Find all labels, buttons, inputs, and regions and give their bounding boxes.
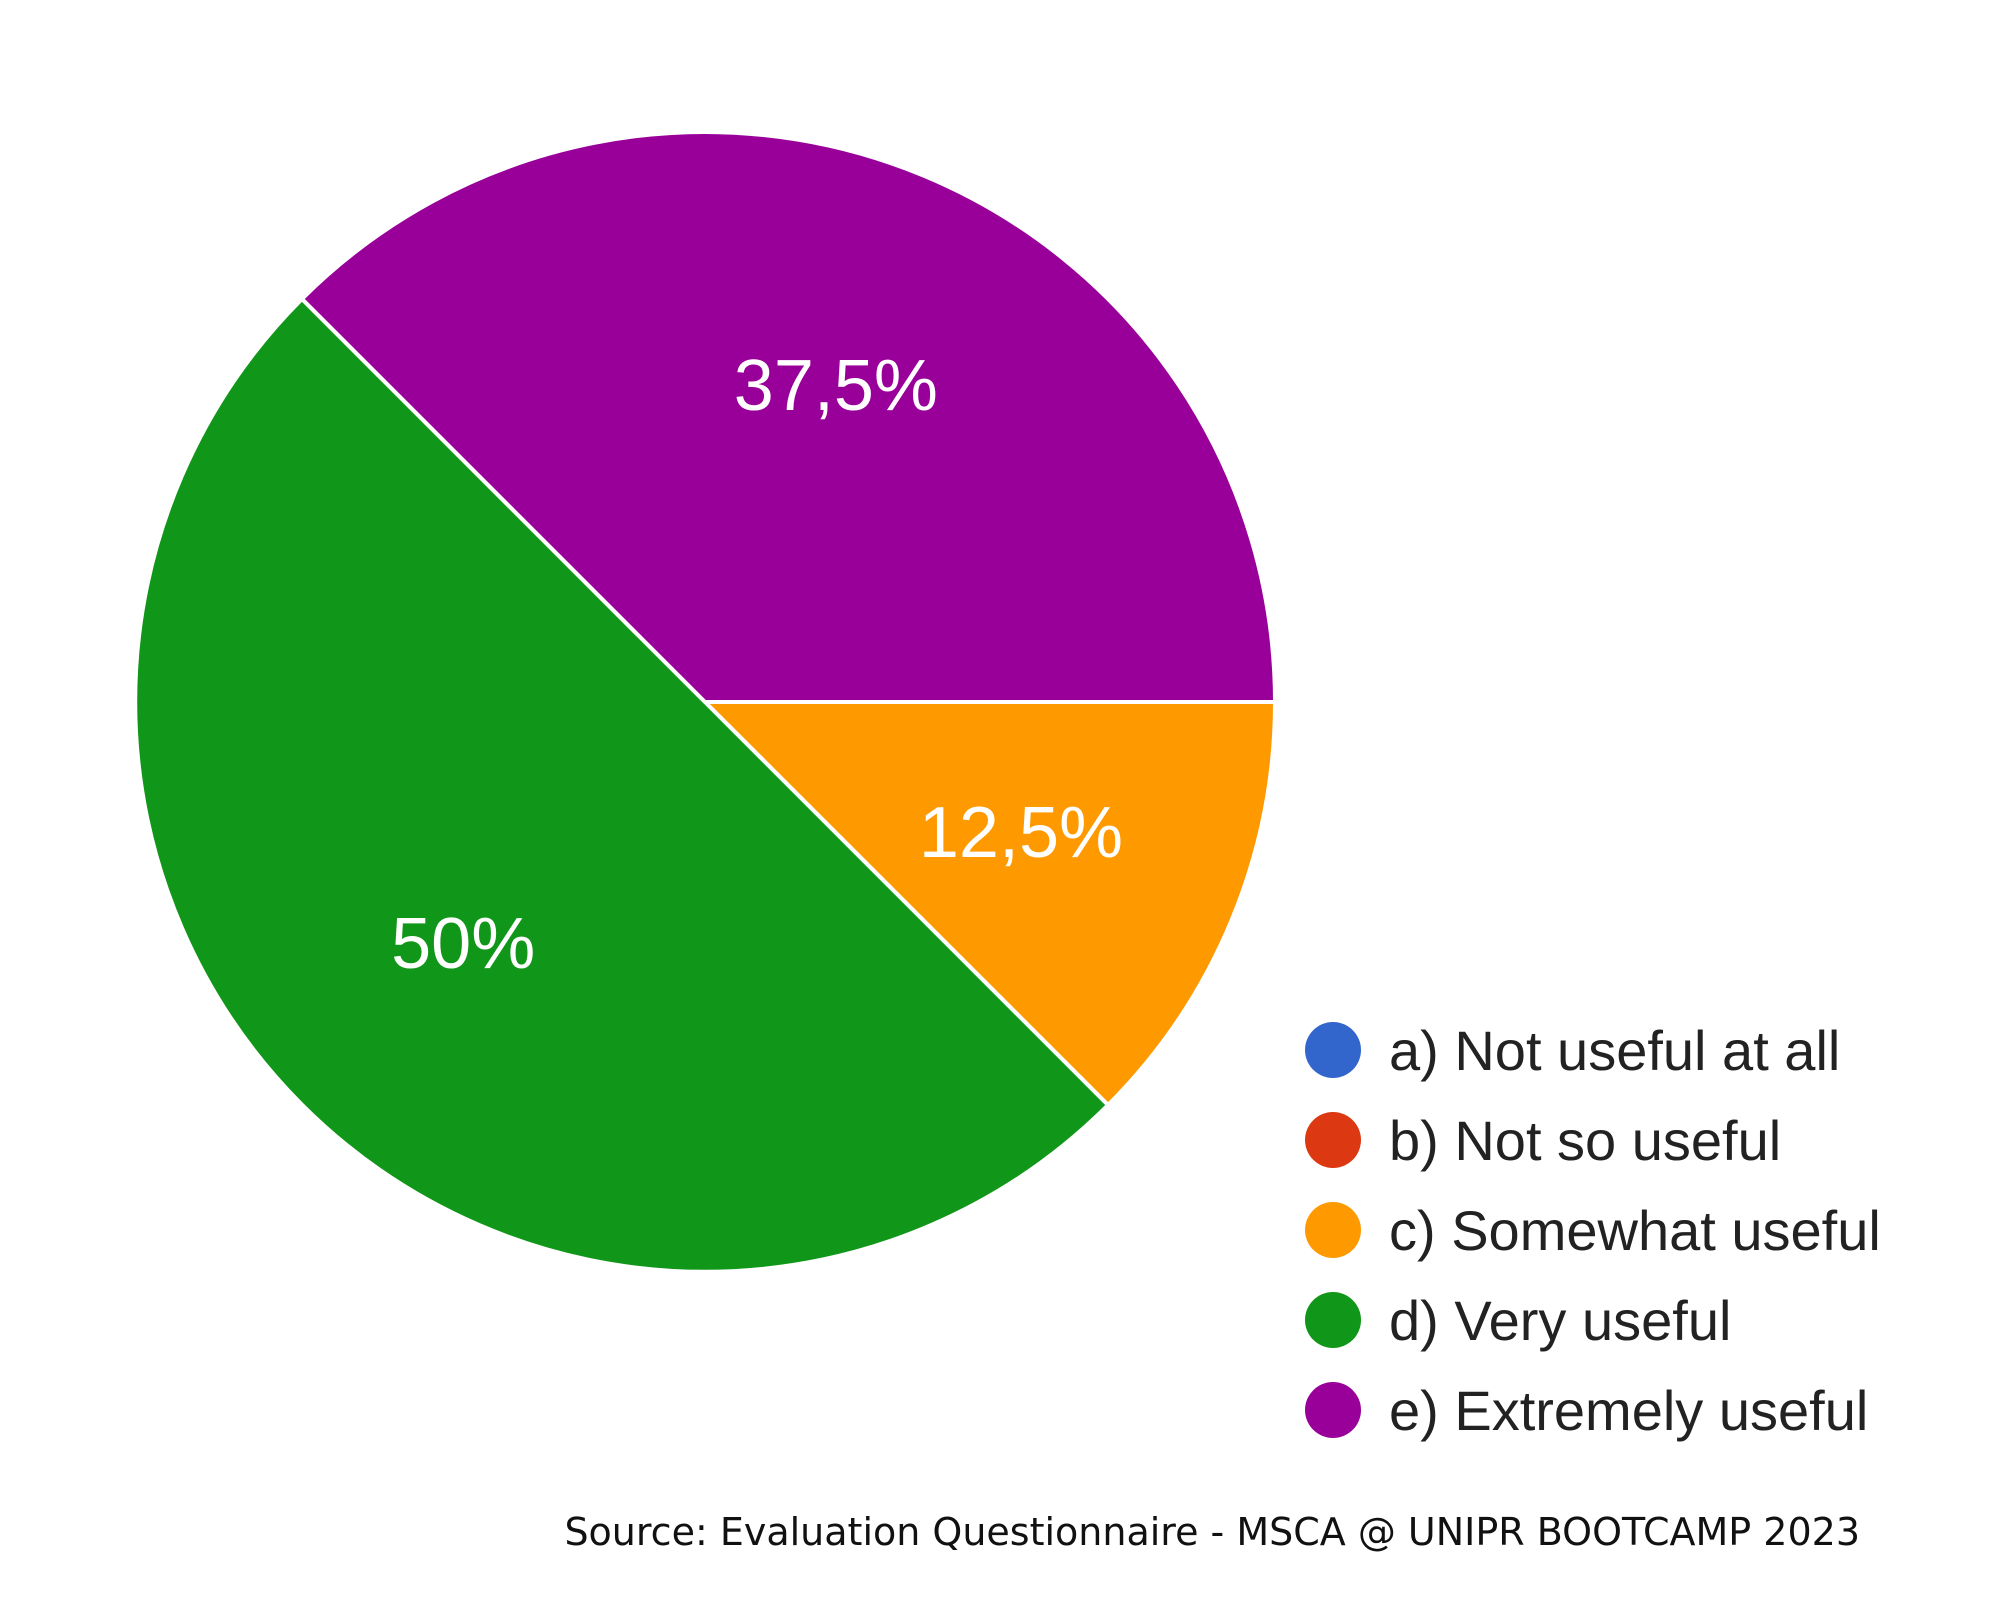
pie-label-extremely-useful: 37,5% (734, 346, 938, 426)
legend-label-c: c) Somewhat useful (1389, 1198, 1881, 1262)
pie-label-somewhat-useful: 12,5% (919, 793, 1123, 873)
legend-swatch-a (1305, 1022, 1361, 1078)
pie-slice-very-useful (133, 296, 1111, 1274)
pie-label-very-useful: 50% (391, 904, 535, 984)
legend-swatch-d (1305, 1292, 1361, 1348)
pie-slice-extremely-useful (299, 130, 1277, 704)
legend-label-e: e) Extremely useful (1389, 1378, 1869, 1442)
chart-legend: a) Not useful at all b) Not so useful c)… (1305, 1005, 1881, 1455)
legend-item-very-useful: d) Very useful (1305, 1275, 1881, 1365)
legend-item-extremely-useful: e) Extremely useful (1305, 1365, 1881, 1455)
legend-swatch-e (1305, 1382, 1361, 1438)
legend-item-not-useful-at-all: a) Not useful at all (1305, 1005, 1881, 1095)
pie-slice-somewhat-useful (703, 700, 1277, 1108)
legend-label-d: d) Very useful (1389, 1288, 1732, 1352)
legend-item-somewhat-useful: c) Somewhat useful (1305, 1185, 1881, 1275)
legend-swatch-c (1305, 1202, 1361, 1258)
legend-label-b: b) Not so useful (1389, 1108, 1782, 1172)
source-note: Source: Evaluation Questionnaire - MSCA … (564, 1510, 1860, 1554)
legend-label-a: a) Not useful at all (1389, 1018, 1841, 1082)
legend-item-not-so-useful: b) Not so useful (1305, 1095, 1881, 1185)
legend-swatch-b (1305, 1112, 1361, 1168)
